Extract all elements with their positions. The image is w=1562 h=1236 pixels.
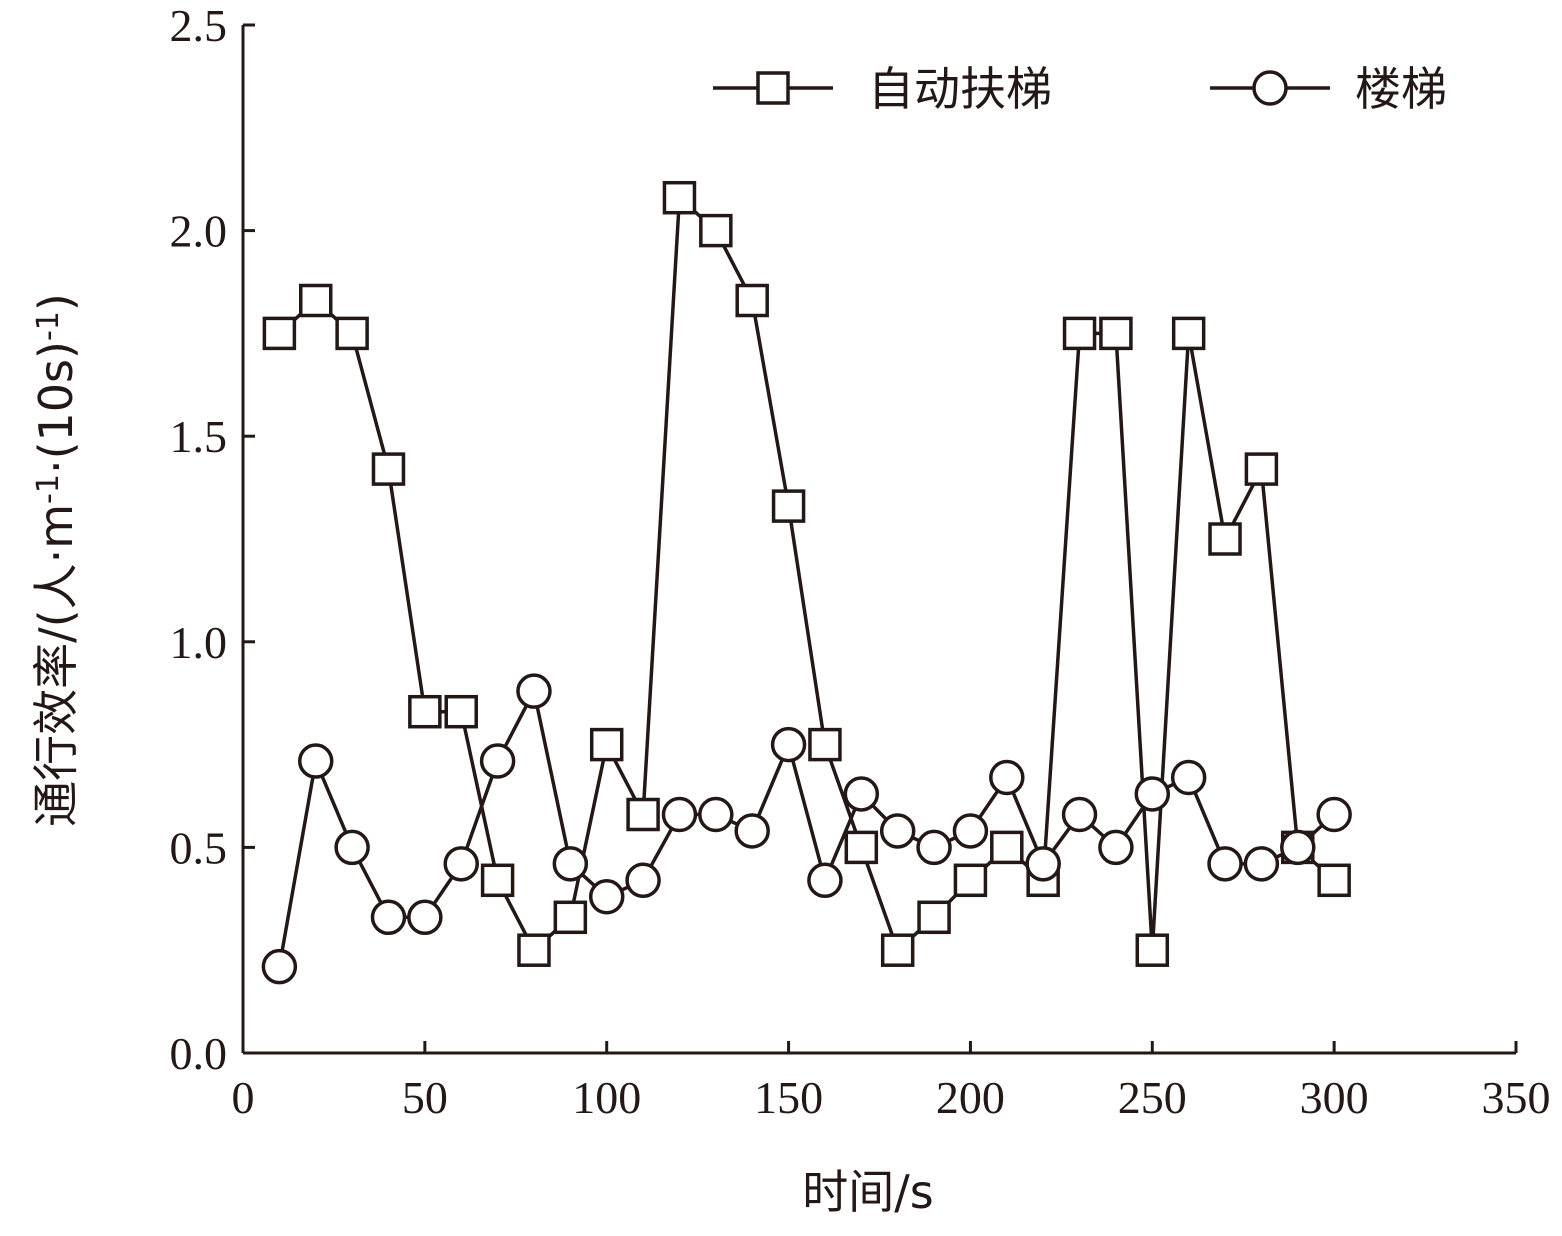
data-point-circle <box>989 759 1025 796</box>
data-point-circle <box>770 726 807 763</box>
x-tick-label: 250 <box>1118 1072 1187 1123</box>
data-point-square <box>990 830 1024 865</box>
data-point-square <box>917 900 951 935</box>
data-point-square <box>626 797 660 832</box>
data-point-square <box>880 933 915 967</box>
y-tick-label: 1.5 <box>170 411 228 462</box>
data-point-square <box>298 283 333 318</box>
data-point-square <box>1208 522 1242 556</box>
x-tick-label: 150 <box>754 1072 823 1123</box>
data-point-circle <box>1025 846 1061 882</box>
data-point-square <box>408 694 442 729</box>
legend-item-1: 自动扶梯 <box>713 62 1052 116</box>
data-point-circle <box>407 899 443 936</box>
data-point-square <box>589 727 624 762</box>
y-tick-label: 2.0 <box>170 206 228 257</box>
x-tick-label: 200 <box>936 1072 1005 1123</box>
legend-item-2: 楼梯 <box>1210 62 1447 116</box>
data-point-circle <box>552 846 589 882</box>
data-point-circle <box>588 878 625 915</box>
data-point-square <box>1062 316 1097 351</box>
data-point-square <box>953 863 988 898</box>
legend: 自动扶梯 楼梯 <box>713 62 1447 116</box>
data-point-circle <box>1280 829 1316 866</box>
data-point-circle <box>734 813 770 849</box>
legend-label: 自动扶梯 <box>868 62 1052 116</box>
x-axis-title: 时间/s <box>802 1165 933 1219</box>
data-point-circle <box>1243 846 1280 882</box>
data-point-square <box>735 283 769 318</box>
data-point-square <box>444 694 478 729</box>
data-point-square <box>771 489 806 523</box>
data-point-square <box>1099 316 1133 351</box>
data-point-circle <box>879 813 916 849</box>
data-point-circle <box>443 846 479 882</box>
y-axis-title: 通行效率/(人·m-1·(10s)-1) <box>29 293 83 827</box>
data-point-circle <box>1098 829 1134 866</box>
axes: 0 50 100 150 200 250 300 350 0.0 0.5 1.0 1.5 2.0 2.5 <box>170 0 1551 1123</box>
y-tick-label: 1.0 <box>170 617 228 668</box>
data-point-square <box>371 452 406 486</box>
x-tick-label: 300 <box>1300 1072 1369 1123</box>
series-2 <box>261 673 1352 985</box>
series-layer <box>261 180 1352 985</box>
data-point-square <box>480 863 515 898</box>
data-point-circle <box>334 829 370 866</box>
data-point-circle <box>297 743 334 779</box>
data-point-square <box>1244 452 1279 486</box>
data-point-circle <box>916 829 952 866</box>
data-point-square <box>808 727 842 762</box>
x-tick-label: 350 <box>1482 1072 1551 1123</box>
x-tick-label: 0 <box>232 1072 255 1123</box>
data-point-square <box>699 213 733 248</box>
series-line-1 <box>278 193 1336 954</box>
x-tick-label: 100 <box>572 1072 641 1123</box>
data-point-circle <box>1207 846 1243 882</box>
data-point-circle <box>1061 796 1098 833</box>
data-point-square <box>1171 316 1206 351</box>
data-point-circle <box>516 673 552 709</box>
data-point-square <box>1135 933 1170 967</box>
data-point-circle <box>1134 776 1171 812</box>
data-point-circle <box>843 776 880 812</box>
legend-label: 楼梯 <box>1355 62 1447 116</box>
data-point-circle <box>698 796 734 833</box>
data-point-circle <box>625 862 661 899</box>
y-tick-label: 0.0 <box>170 1028 228 1079</box>
legend-marker <box>1252 70 1288 106</box>
data-point-circle <box>807 862 843 899</box>
data-point-square <box>517 933 551 967</box>
data-point-square <box>844 830 879 865</box>
legend-marker <box>756 71 790 105</box>
data-point-circle <box>661 796 698 833</box>
data-point-square <box>335 316 369 351</box>
series-1 <box>262 180 1351 967</box>
data-point-square <box>262 316 297 351</box>
data-point-square <box>553 900 588 935</box>
data-point-circle <box>1170 759 1207 796</box>
x-tick-label: 50 <box>402 1072 448 1123</box>
data-point-circle <box>952 813 989 849</box>
data-point-circle <box>370 899 407 936</box>
data-point-square <box>662 180 697 215</box>
data-point-circle <box>1316 796 1352 833</box>
data-point-square <box>1317 863 1351 898</box>
y-tick-label: 2.5 <box>170 0 228 51</box>
data-point-circle <box>479 743 516 779</box>
data-point-circle <box>261 948 298 985</box>
y-tick-label: 0.5 <box>170 822 228 873</box>
